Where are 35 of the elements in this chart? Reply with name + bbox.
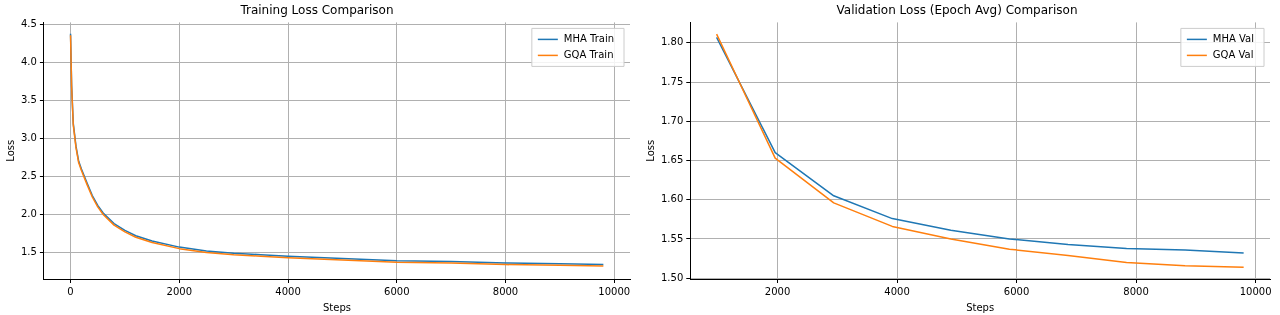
y-axis-title: Loss (644, 139, 656, 162)
y-tick-label: 3.0 (21, 132, 37, 144)
y-axis-title: Loss (4, 139, 16, 162)
y-tick-label: 2.5 (21, 170, 37, 182)
y-tick-label: 1.80 (661, 36, 684, 48)
x-axis-title: Steps (966, 301, 995, 313)
x-tick-label: 4000 (275, 285, 301, 297)
x-tick-label: 10000 (1239, 285, 1272, 297)
legend-label: MHA Val (1212, 32, 1254, 44)
y-tick-label: 1.50 (661, 271, 684, 283)
chart-title: Training Loss Comparison (239, 3, 394, 18)
x-tick-label: 6000 (384, 285, 410, 297)
legend-label: GQA Val (1212, 48, 1254, 60)
y-tick-label: 1.75 (661, 75, 684, 87)
y-tick-label: 2.0 (21, 208, 37, 220)
y-tick-label: 1.70 (661, 114, 684, 126)
x-tick-label: 2000 (764, 285, 791, 297)
legend-label: MHA Train (563, 32, 615, 44)
y-tick-label: 4.5 (21, 18, 37, 30)
x-tick-label: 8000 (1123, 285, 1149, 297)
x-tick-label: 2000 (166, 285, 193, 297)
x-axis-title: Steps (322, 301, 351, 313)
x-tick-label: 10000 (598, 285, 631, 297)
x-tick-label: 4000 (884, 285, 910, 297)
y-tick-label: 4.0 (21, 56, 37, 68)
legend-label: GQA Train (563, 48, 614, 60)
y-tick-label: 1.55 (661, 232, 684, 244)
chart-title: Validation Loss (Epoch Avg) Comparison (836, 3, 1078, 18)
y-tick-label: 1.60 (661, 193, 684, 205)
y-tick-label: 1.5 (21, 246, 37, 258)
y-tick-label: 3.5 (21, 94, 37, 106)
x-tick-label: 6000 (1003, 285, 1030, 297)
y-tick-label: 1.65 (661, 154, 684, 166)
x-tick-label: 8000 (492, 285, 519, 297)
x-tick-label: 0 (67, 285, 74, 297)
